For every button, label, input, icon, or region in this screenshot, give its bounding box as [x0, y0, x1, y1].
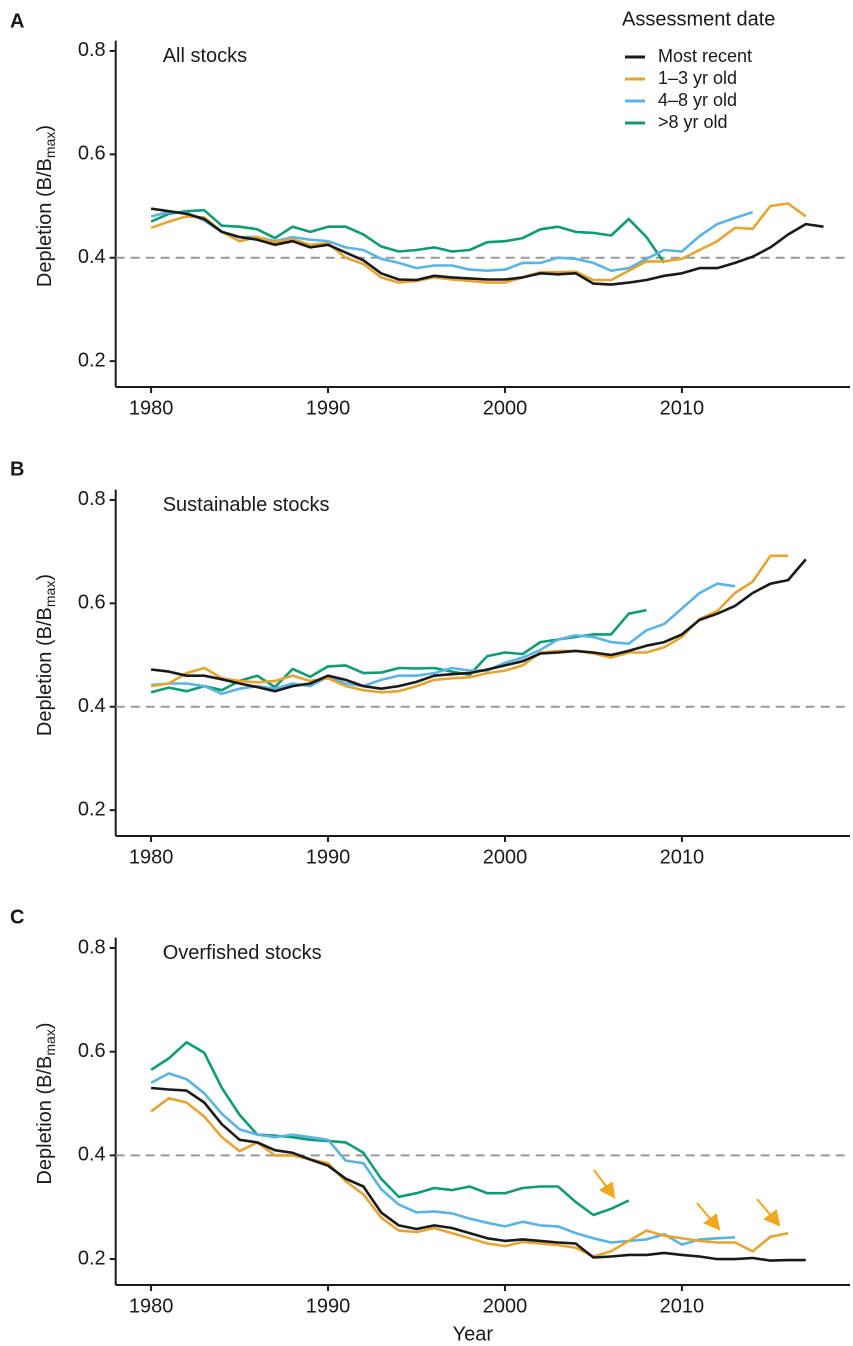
panel-label: C [10, 906, 24, 928]
series-line [150, 208, 666, 264]
y-axis-label-part: ) [34, 1022, 56, 1029]
x-tick-label: 2000 [483, 1295, 528, 1317]
x-tick-label: 2000 [483, 846, 528, 868]
series-line [150, 582, 736, 696]
x-tick-label: 1980 [129, 1295, 174, 1317]
y-axis-label-part: ) [34, 125, 56, 132]
panel-label: A [10, 10, 24, 32]
x-axis-label: Year [453, 1323, 494, 1345]
annotation-arrows [593, 1169, 781, 1231]
panel-title: All stocks [163, 45, 247, 67]
y-axis-label: Depletion (B/Bmax) [34, 1022, 57, 1184]
x-tick-label: 2010 [660, 1295, 705, 1317]
y-tick-label: 0.4 [78, 1144, 106, 1166]
series-line [150, 1041, 630, 1217]
panel-title: Overfished stocks [163, 942, 322, 964]
y-tick-label: 0.4 [78, 695, 106, 717]
x-tick-label: 2010 [660, 397, 705, 419]
y-tick-label: 0.8 [78, 488, 106, 510]
y-axis-label-part: max [42, 581, 58, 607]
y-tick-label: 0.4 [78, 246, 106, 268]
series-line [150, 1072, 736, 1246]
y-tick-label: 0.6 [78, 143, 106, 165]
panel-label: B [10, 458, 24, 480]
x-tick-label: 1980 [129, 397, 174, 419]
x-tick-label: 1980 [129, 846, 174, 868]
y-tick-label: 0.8 [78, 936, 106, 958]
series-line [150, 207, 824, 286]
y-axis-label: Depletion (B/Bmax) [34, 574, 57, 736]
y-tick-label: 0.8 [78, 39, 106, 61]
x-tick-label: 2000 [483, 397, 528, 419]
y-tick-label: 0.2 [78, 798, 106, 820]
y-axis-label-part: Depletion (B/B [34, 158, 56, 287]
series-line [150, 554, 789, 694]
arrow-head [599, 1181, 616, 1199]
y-axis-label-part: ) [34, 574, 56, 581]
legend-label: Most recent [658, 46, 752, 66]
legend-label: >8 yr old [658, 112, 728, 132]
y-axis-label-part: Depletion (B/B [34, 607, 56, 736]
y-tick-label: 0.6 [78, 592, 106, 614]
x-tick-label: 1990 [306, 397, 351, 419]
series-line [150, 558, 807, 693]
arrow-head [762, 1209, 781, 1227]
legend-label: 1–3 yr old [658, 68, 737, 88]
series-line [150, 210, 754, 272]
series-line [150, 1086, 806, 1262]
arrow-head [702, 1213, 721, 1231]
legend-label: 4–8 yr old [658, 90, 737, 110]
x-tick-label: 1990 [306, 1295, 351, 1317]
y-axis-label-part: max [42, 1029, 58, 1055]
y-tick-label: 0.2 [78, 349, 106, 371]
y-axis-label-part: max [42, 132, 58, 158]
x-tick-label: 2010 [660, 846, 705, 868]
y-tick-label: 0.6 [78, 1040, 106, 1062]
y-tick-label: 0.2 [78, 1247, 106, 1269]
legend-title: Assessment date [622, 8, 775, 30]
y-axis-label-part: Depletion (B/B [34, 1056, 56, 1185]
x-tick-label: 1990 [306, 846, 351, 868]
panel-title: Sustainable stocks [163, 494, 330, 516]
series-line [150, 202, 807, 284]
y-axis-label: Depletion (B/Bmax) [34, 125, 57, 287]
